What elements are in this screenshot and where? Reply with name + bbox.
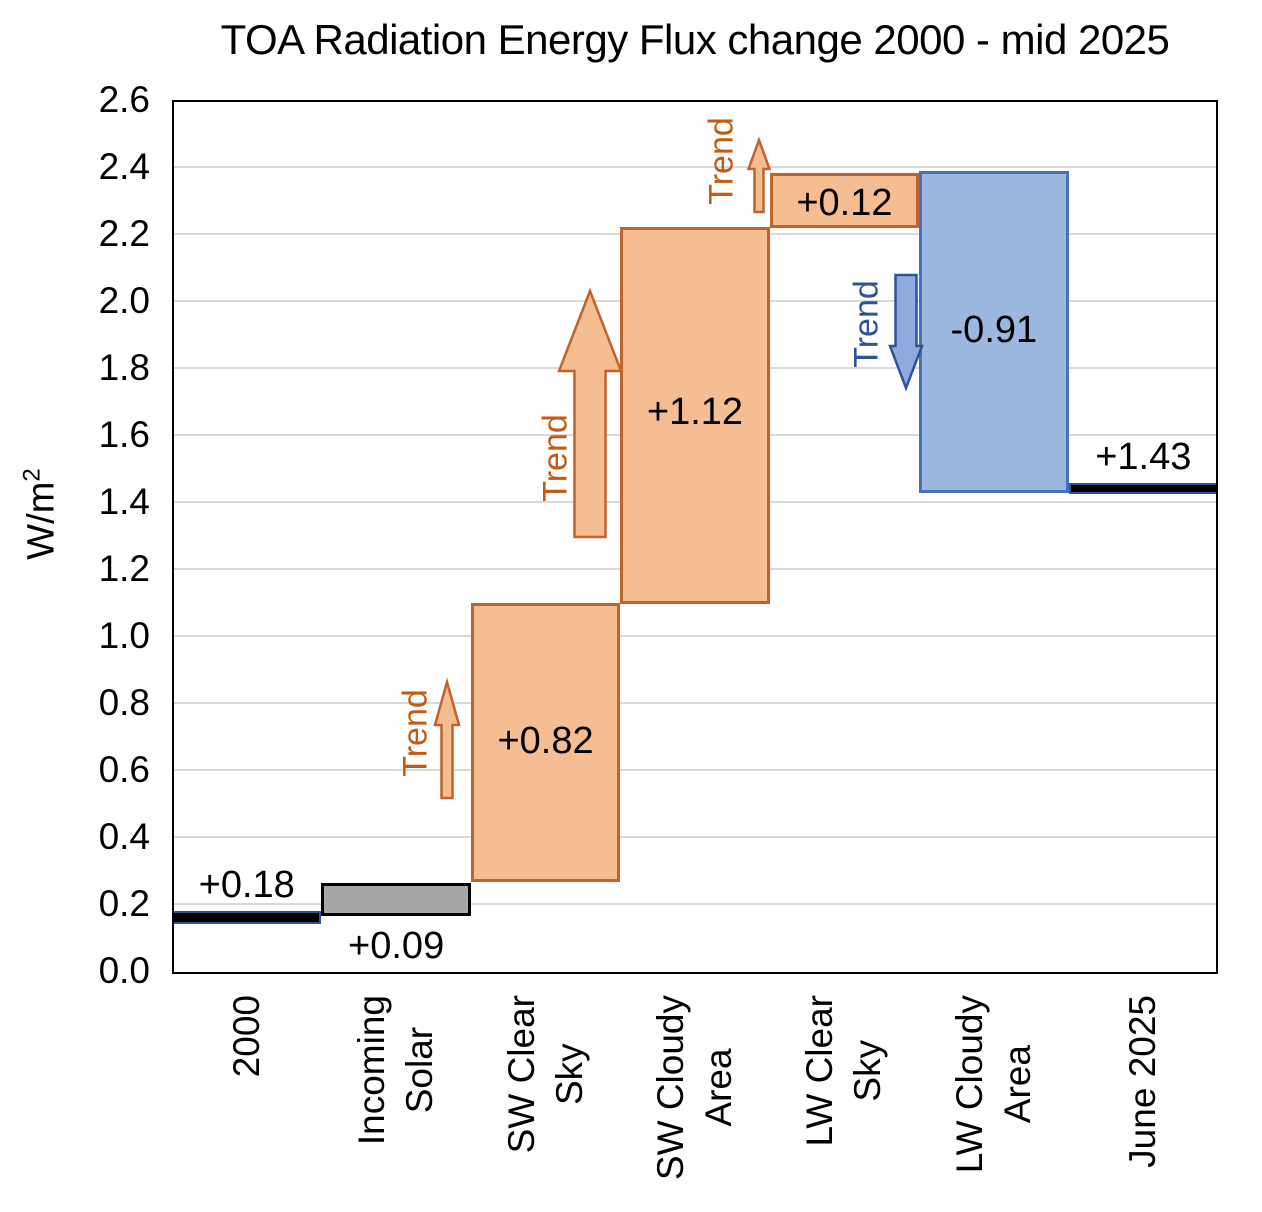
chart-title: TOA Radiation Energy Flux change 2000 - … [220,16,1170,63]
x-category-label-text: Incoming Solar [351,995,441,1146]
y-tick-label: 0.2 [98,883,150,924]
y-tick-label: 2.4 [98,146,150,187]
trend-annotation-label: Trend [536,414,575,502]
x-category-label-text: LW Clear Sky [799,995,889,1147]
y-tick-label: 0.6 [98,749,150,790]
bar-value-label: +0.09 [348,924,445,967]
bar-value-label: -0.91 [950,309,1038,352]
y-tick-label: 1.8 [98,347,150,388]
y-tick-label: 0.4 [98,816,150,857]
bar-2000 [172,911,322,925]
y-tick-label: 1.6 [98,414,150,455]
x-category-label-text: 2000 [225,995,267,1078]
y-tick-label: 0.8 [98,682,150,723]
gridline [172,769,1218,771]
bar-june-2025 [1068,483,1218,494]
gridline [172,635,1218,637]
bar-value-label: +1.43 [1095,436,1192,479]
x-category-label-text: SW Clear Sky [500,995,590,1154]
y-tick-label: 2.2 [98,213,150,254]
bar-value-label: +0.12 [796,182,893,225]
y-tick-label: 1.2 [98,548,150,589]
bar-sw-clear-sky [470,602,621,883]
y-tick-label: 1.0 [98,615,150,656]
x-category-label-text: SW Cloudy Area [650,995,739,1181]
bar-value-label: +0.18 [198,864,295,907]
trend-up-arrow-icon [746,136,772,214]
y-tick-label: 1.4 [98,481,150,522]
trend-up-arrow-icon [433,677,461,800]
trend-annotation-label: Trend [702,117,741,205]
gridline [172,836,1218,838]
bar-value-label: +0.82 [497,719,594,762]
y-tick-label: 0.0 [98,950,150,991]
bar-incoming-solar [321,883,471,916]
gridline [172,166,1218,168]
x-category-label-text: LW Cloudy Area [948,995,1038,1174]
trend-down-arrow-icon [888,273,924,392]
gridline [172,903,1218,905]
x-category-label-text: June 2025 [1122,995,1164,1168]
trend-annotation-label: Trend [396,689,435,777]
y-tick-label: 2.6 [98,79,150,120]
bar-value-label: +1.12 [646,390,744,433]
gridline [172,702,1218,704]
bar-lw-cloudy-area [919,171,1069,493]
y-tick-label: 2.0 [98,280,150,321]
trend-annotation-label: Trend [847,280,886,368]
